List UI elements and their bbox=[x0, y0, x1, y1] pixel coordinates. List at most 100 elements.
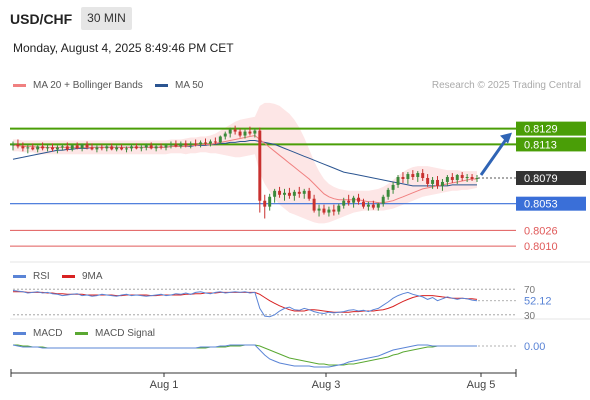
candle-body bbox=[460, 175, 464, 178]
candle-body bbox=[154, 146, 158, 149]
candle-body bbox=[60, 146, 64, 148]
candle-body bbox=[169, 144, 173, 146]
candle-body bbox=[381, 196, 385, 204]
research-credit: Research © 2025 Trading Central bbox=[431, 80, 581, 91]
rsi-swatch bbox=[13, 275, 26, 278]
current-price-label: 0.8079 bbox=[524, 173, 558, 185]
candle-body bbox=[223, 133, 227, 137]
candle-body bbox=[436, 179, 439, 186]
candle-body bbox=[120, 147, 124, 150]
candle-body bbox=[90, 147, 94, 150]
forecast-arrowhead bbox=[500, 132, 512, 144]
level-tag-0.8113 bbox=[516, 137, 586, 152]
candle-body bbox=[70, 145, 74, 150]
bollinger-band bbox=[13, 102, 477, 224]
candle-body bbox=[179, 143, 183, 147]
candle-body bbox=[46, 147, 50, 149]
candle-body bbox=[376, 203, 380, 208]
candle-body bbox=[213, 141, 217, 143]
candle-body bbox=[41, 146, 45, 149]
x-tick-label-Aug-1: Aug 1 bbox=[150, 379, 179, 391]
macd-swatch bbox=[13, 332, 26, 335]
candle-body bbox=[95, 147, 99, 150]
candle-body bbox=[307, 190, 311, 199]
candle-body bbox=[278, 190, 282, 195]
candle-body bbox=[475, 178, 479, 179]
candle-body bbox=[125, 148, 129, 150]
level-label-0.8053: 0.8053 bbox=[524, 199, 558, 211]
candle-body bbox=[110, 146, 114, 150]
legend-macd-label: MACD bbox=[33, 328, 63, 339]
candle-body bbox=[273, 190, 277, 197]
candle-body bbox=[159, 146, 163, 148]
candle-body bbox=[26, 147, 30, 149]
candle-body bbox=[352, 197, 356, 203]
candle-body bbox=[357, 197, 361, 202]
timeframe-button[interactable]: 30 MIN bbox=[81, 7, 132, 30]
candle-body bbox=[194, 143, 198, 145]
candle-body bbox=[287, 192, 291, 196]
candle-body bbox=[465, 177, 469, 179]
candle-body bbox=[105, 146, 109, 149]
legend-macd-signal-label: MACD Signal bbox=[95, 328, 156, 339]
candle-body bbox=[85, 144, 89, 148]
candle-body bbox=[371, 204, 375, 208]
legend-rsi-label: RSI bbox=[33, 271, 50, 282]
candle-body bbox=[243, 131, 247, 136]
candle-body bbox=[470, 177, 474, 179]
candle-body bbox=[297, 191, 301, 194]
candle-body bbox=[450, 177, 454, 180]
candle-body bbox=[51, 147, 54, 150]
candle-body bbox=[342, 200, 346, 206]
level-tag-0.8053 bbox=[516, 196, 586, 211]
macd-zero-label: 0.00 bbox=[524, 341, 545, 353]
rsi-value-label: 52.12 bbox=[524, 296, 552, 308]
candle-body bbox=[36, 146, 40, 150]
candle-body bbox=[347, 200, 351, 203]
rsi-ma-line bbox=[13, 291, 478, 313]
candle-body bbox=[174, 144, 178, 147]
candle-body bbox=[31, 147, 35, 150]
candle-body bbox=[100, 147, 104, 149]
x-tick-label-Aug-5: Aug 5 bbox=[467, 379, 496, 391]
candle-body bbox=[366, 204, 370, 207]
candle-body bbox=[253, 130, 257, 134]
candle-body bbox=[149, 145, 153, 149]
ma20-swatch bbox=[13, 84, 26, 87]
legend-ma20: MA 20 + Bollinger Bands bbox=[13, 80, 143, 91]
candle-body bbox=[75, 145, 79, 149]
candle-body bbox=[21, 146, 25, 149]
legend-rsi-ma: 9MA bbox=[62, 271, 103, 282]
level-tag-0.8129 bbox=[516, 121, 586, 136]
candle-body bbox=[80, 144, 84, 149]
candle-body bbox=[115, 147, 119, 150]
candle-body bbox=[391, 184, 395, 190]
candle-body bbox=[184, 143, 188, 146]
candle-body bbox=[164, 145, 168, 148]
rsi-line bbox=[12, 290, 478, 318]
legend-ma50: MA 50 bbox=[155, 80, 203, 91]
candle-body bbox=[317, 208, 321, 211]
candle-body bbox=[361, 201, 365, 207]
candle-body bbox=[228, 129, 232, 134]
candle-body bbox=[16, 144, 20, 147]
candle-body bbox=[11, 144, 15, 146]
candle-body bbox=[312, 198, 316, 211]
rsi-level-label-30: 30 bbox=[524, 311, 536, 322]
x-tick-label-Aug-3: Aug 3 bbox=[312, 379, 341, 391]
candle-body bbox=[134, 146, 138, 149]
candle-body bbox=[65, 146, 69, 150]
rsi-level-label-70: 70 bbox=[524, 285, 536, 296]
candle-body bbox=[189, 143, 193, 146]
legend-rsi-ma-label: 9MA bbox=[82, 271, 103, 282]
level-label-0.8113: 0.8113 bbox=[524, 139, 557, 151]
macd-line bbox=[12, 344, 477, 368]
candle-body bbox=[283, 192, 286, 195]
candle-body bbox=[268, 196, 272, 207]
candle-body bbox=[218, 136, 222, 143]
candle-body bbox=[337, 205, 341, 212]
candle-body bbox=[445, 177, 449, 182]
symbol-title: USD/CHF bbox=[10, 11, 73, 27]
candle-body bbox=[144, 145, 148, 148]
